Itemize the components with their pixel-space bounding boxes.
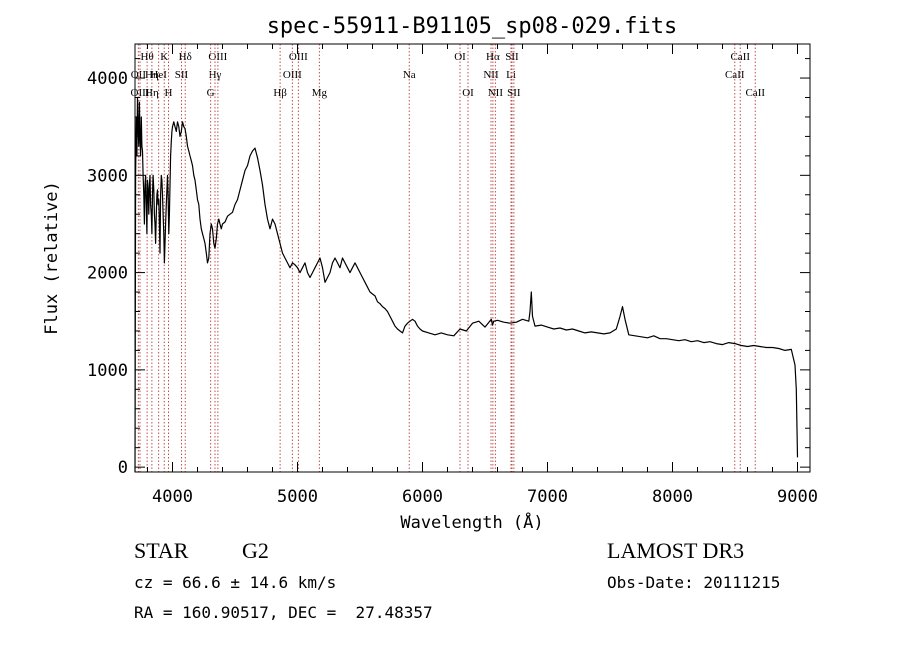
marker-label-16: Mg (312, 87, 328, 99)
series-layer (134, 96, 799, 473)
marker-label-18: OI (454, 51, 466, 63)
marker-label-6: HeI (150, 69, 167, 81)
marker-label-13: OIII (289, 51, 308, 63)
x-tick-label-1: 5000 (277, 487, 318, 507)
object-class: STAR (134, 538, 189, 563)
marker-label-12: G (207, 87, 215, 99)
marker-label-27: CaII (725, 69, 745, 81)
marker-label-17: Na (403, 69, 416, 81)
marker-label-26: CaII (730, 51, 750, 63)
x-tick-label-4: 8000 (652, 487, 693, 507)
object-subclass: G2 (242, 538, 269, 563)
coordinates-text: RA = 160.90517, DEC = 27.48357 (134, 603, 433, 622)
marker-label-21: SII (505, 51, 519, 63)
y-tick-label-0: 0 (118, 458, 128, 478)
marker-label-15: Hβ (273, 87, 287, 99)
x-tick-label-2: 6000 (402, 487, 443, 507)
y-tick-label-4: 4000 (87, 69, 128, 89)
marker-label-24: NII (488, 87, 504, 99)
marker-label-14: OIII (283, 69, 302, 81)
redshift-text: cz = 66.6 ± 14.6 km/s (134, 573, 337, 592)
series-line-flux (134, 96, 799, 473)
marker-label-11: Hγ (209, 69, 222, 81)
chart-title: spec-55911-B91105_sp08-029.fits (267, 14, 678, 39)
marker-label-5: K (160, 51, 168, 63)
plot-frame (134, 43, 811, 473)
obs-date: Obs-Date: 20111215 (607, 573, 781, 592)
marker-label-2: Hη (145, 69, 159, 81)
marker-label-1: OII (131, 69, 147, 81)
axes: 4000 5000 6000 7000 8000 9000 0 1000 2000 3000 400… (87, 44, 818, 507)
marker-label-8: Hδ (179, 51, 192, 63)
y-tick-label-1: 1000 (87, 361, 128, 381)
x-tick-label-5: 9000 (777, 487, 818, 507)
marker-label-28: CaII (745, 87, 765, 99)
marker-label-25: SII (507, 87, 521, 99)
marker-label-9: SII (175, 69, 189, 81)
marker-label-7: H (165, 87, 173, 99)
marker-label-23: Li (506, 69, 516, 81)
marker-label-10: OIII (208, 51, 227, 63)
marker-label-20: Hα (486, 51, 500, 63)
x-axis-label: Wavelength (Å) (400, 511, 543, 533)
x-tick-label-0: 4000 (152, 487, 193, 507)
marker-label-0: Hθ (141, 51, 154, 63)
y-tick-label-2: 2000 (87, 264, 128, 284)
y-tick-label-3: 3000 (87, 166, 128, 186)
marker-label-19: OI (462, 87, 474, 99)
y-axis-label: Flux (relative) (42, 181, 62, 335)
marker-label-22: NII (483, 69, 499, 81)
survey-label: LAMOST DR3 (607, 538, 745, 563)
x-tick-label-3: 7000 (527, 487, 568, 507)
marker-label-4: Hη (145, 87, 159, 99)
